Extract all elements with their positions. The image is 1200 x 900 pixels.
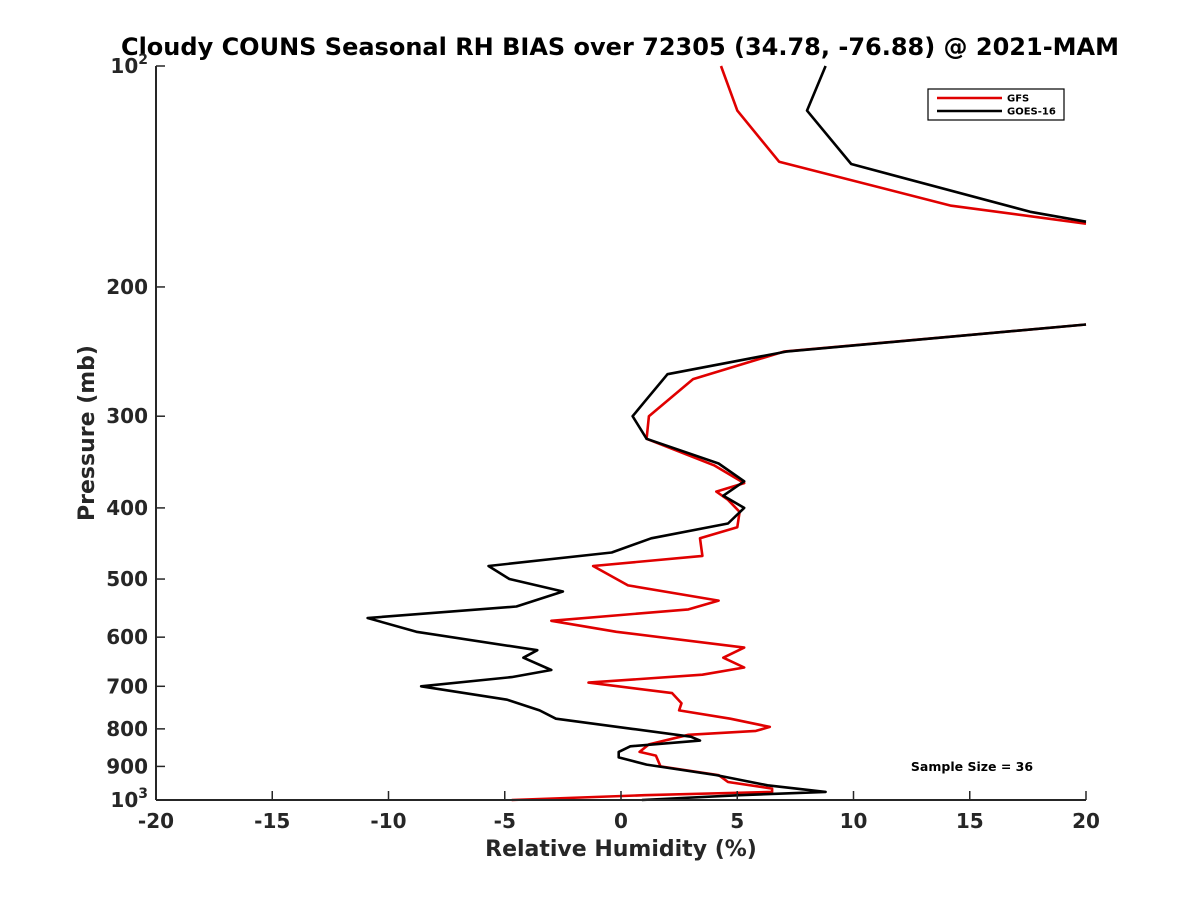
x-tick-label: 0 (614, 809, 628, 833)
y-tick-label: 103 (110, 786, 148, 812)
x-tick-label: -5 (494, 809, 516, 833)
legend-box (927, 88, 1065, 121)
legend-label-goes16: GOES-16 (1007, 107, 1056, 118)
series-layer (366, 65, 1087, 802)
y-tick-label: 400 (106, 496, 148, 520)
series-line-goes16 (366, 65, 1087, 802)
y-tick-label: 200 (106, 275, 148, 299)
plot-area: -20 -15 -10 -5 0 5 10 15 20 102 200 300 400 500 600 70… (106, 52, 1100, 833)
y-ticks: 102 200 300 400 500 600 700 800 900 103 (106, 52, 165, 812)
x-tick-label: 10 (840, 809, 868, 833)
x-tick-label: -15 (254, 809, 290, 833)
x-axis-label: Relative Humidity (%) (485, 837, 757, 862)
y-tick-label: 900 (106, 754, 148, 778)
y-tick-label: 300 (106, 404, 148, 428)
y-tick-label: 700 (106, 674, 148, 698)
y-axis-label: Pressure (mb) (75, 345, 100, 521)
y-tick-label: 102 (110, 52, 148, 78)
x-tick-label: -20 (138, 809, 174, 833)
x-tick-label: 15 (956, 809, 984, 833)
x-tick-label: 20 (1072, 809, 1100, 833)
y-tick-label: 600 (106, 625, 148, 649)
x-tick-label: -10 (370, 809, 406, 833)
chart-title: Cloudy COUNS Seasonal RH BIAS over 72305… (121, 33, 1119, 61)
x-tick-label: 5 (730, 809, 744, 833)
y-tick-label: 500 (106, 567, 148, 591)
legend-label-gfs: GFS (1007, 94, 1029, 105)
x-ticks: -20 -15 -10 -5 0 5 10 15 20 (138, 791, 1100, 833)
y-tick-label: 800 (106, 717, 148, 741)
series-line-gfs (511, 65, 1087, 802)
legend: GFS GOES-16 (927, 88, 1065, 121)
sample-size-annotation: Sample Size = 36 (911, 759, 1033, 774)
